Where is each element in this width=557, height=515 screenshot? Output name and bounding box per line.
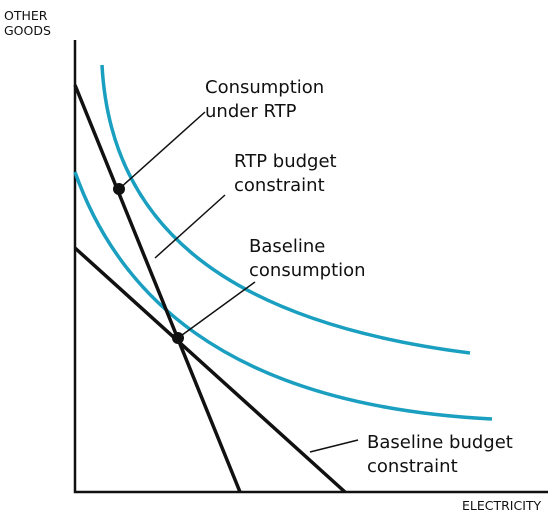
leader-line — [118, 111, 206, 190]
y-axis-label: OTHER — [4, 8, 48, 23]
leader-line — [154, 194, 226, 259]
annotation: Consumption — [205, 77, 324, 98]
annotation: Baseline budget — [367, 432, 513, 453]
annotation: consumption — [249, 260, 366, 281]
rtp-budget-line — [73, 84, 242, 493]
leader-line — [177, 281, 256, 339]
annotation: under RTP — [205, 101, 297, 122]
leader-line — [309, 439, 359, 453]
annotation: constraint — [367, 456, 458, 477]
indifference-curve-high — [100, 64, 471, 355]
annotation: RTP budget — [234, 151, 337, 172]
x-axis-label: ELECTRICITY — [462, 498, 542, 513]
axes — [73, 40, 548, 494]
indifference-curve-low — [73, 171, 493, 421]
annotation: constraint — [234, 175, 325, 196]
annotation: Baseline — [249, 236, 325, 257]
baseline-budget-line — [73, 246, 347, 494]
y-axis-label: GOODS — [4, 23, 51, 38]
